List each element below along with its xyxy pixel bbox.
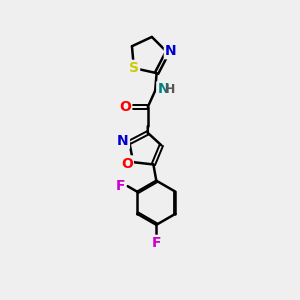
Text: N: N bbox=[165, 44, 177, 58]
Text: N: N bbox=[117, 134, 129, 148]
Text: F: F bbox=[116, 179, 125, 193]
Text: F: F bbox=[152, 236, 161, 250]
Text: S: S bbox=[129, 61, 139, 75]
Text: H: H bbox=[165, 83, 176, 96]
Text: O: O bbox=[119, 100, 131, 114]
Text: N: N bbox=[158, 82, 169, 96]
Text: O: O bbox=[121, 157, 133, 171]
